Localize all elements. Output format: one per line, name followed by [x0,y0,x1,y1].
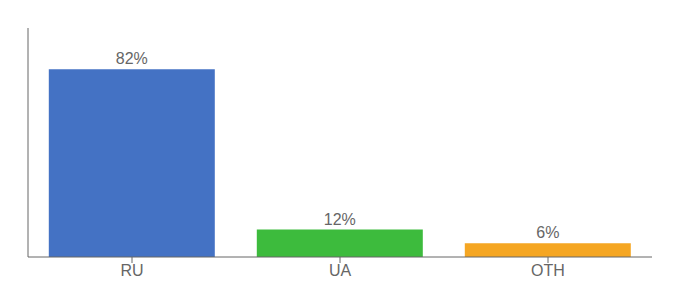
svg-text:6%: 6% [536,224,559,241]
svg-text:12%: 12% [324,211,356,228]
svg-text:OTH: OTH [531,262,565,279]
svg-text:UA: UA [329,262,352,279]
svg-text:RU: RU [120,262,143,279]
svg-text:82%: 82% [116,50,148,67]
